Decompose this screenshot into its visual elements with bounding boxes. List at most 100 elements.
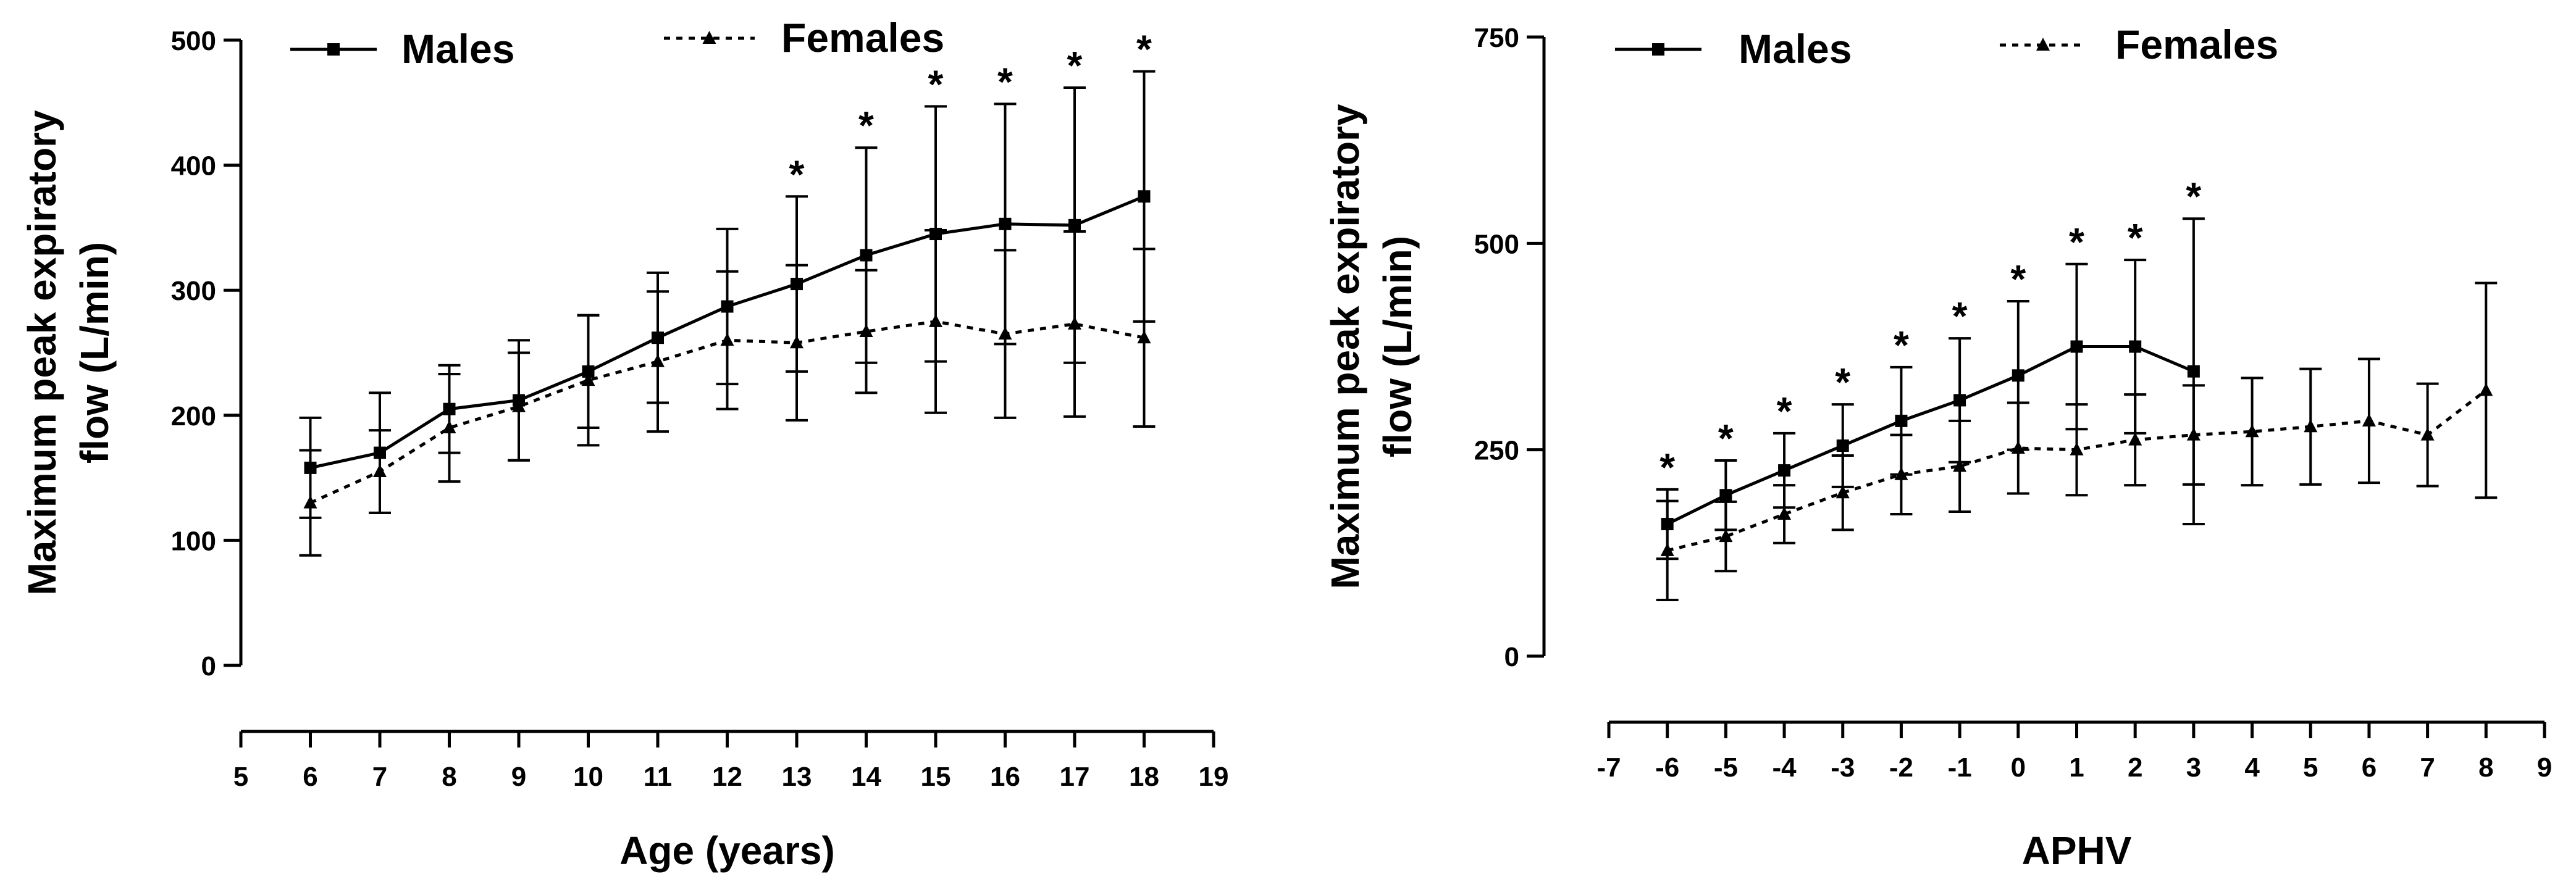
x-tick-label: 6 xyxy=(2362,752,2377,783)
significance-star: * xyxy=(1659,445,1675,489)
x-tick-label: 15 xyxy=(921,762,951,792)
x-tick-label: ‑1 xyxy=(1948,752,1972,783)
y-tick-label: 400 xyxy=(171,151,216,181)
x-tick-label: ‑3 xyxy=(1831,752,1855,783)
y-tick-label: 300 xyxy=(171,276,216,306)
legend: Males Females xyxy=(1615,22,2278,72)
significance-star: * xyxy=(1894,323,1909,367)
significance-star: * xyxy=(789,152,805,196)
x-tick-label: 8 xyxy=(2478,752,2493,783)
data-point-males xyxy=(2070,340,2083,353)
x-tick-label: ‑2 xyxy=(1889,752,1913,783)
y-axis-title-line1: Maximum peak expiratory xyxy=(20,110,64,596)
legend-marker-females xyxy=(2036,38,2050,51)
data-point-males xyxy=(2012,369,2024,382)
y-axis-title-line2: flow (L/min) xyxy=(72,242,117,464)
legend-label-females: Females xyxy=(2115,22,2278,67)
x-tick-label: ‑6 xyxy=(1655,752,1679,783)
data-point-females xyxy=(303,495,317,509)
x-tick-label: 9 xyxy=(511,762,526,792)
data-point-females xyxy=(1660,543,1674,556)
significance-star: * xyxy=(997,59,1013,104)
data-point-males xyxy=(1778,464,1791,477)
y-axis-title-line2: flow (L/min) xyxy=(1375,236,1420,457)
data-point-females xyxy=(1068,316,1081,330)
series-males xyxy=(1656,217,2205,560)
x-tick-label: 5 xyxy=(2303,752,2318,783)
data-point-females xyxy=(651,354,665,367)
data-point-females xyxy=(1894,467,1908,480)
significance-star: * xyxy=(2010,257,2026,301)
data-point-females xyxy=(929,314,942,327)
data-point-females xyxy=(998,327,1012,340)
data-point-females xyxy=(1777,506,1792,520)
data-point-females xyxy=(790,335,803,349)
x-tick-label: 7 xyxy=(2420,752,2435,783)
data-point-females xyxy=(512,399,526,412)
significance-star: * xyxy=(1952,294,1968,338)
significance-star: * xyxy=(1777,389,1792,433)
significance-star: * xyxy=(1136,27,1152,72)
x-tick-label: 13 xyxy=(782,762,812,792)
data-point-females xyxy=(1953,459,1967,472)
x-tick-label: 0 xyxy=(2011,752,2026,783)
data-point-females xyxy=(2362,413,2376,427)
significance-star: * xyxy=(858,103,874,148)
data-point-females xyxy=(2479,383,2493,396)
legend-label-males: Males xyxy=(401,26,514,72)
significance-star: * xyxy=(1067,43,1083,88)
data-point-females xyxy=(373,464,387,477)
x-tick-label: 11 xyxy=(644,762,673,792)
data-point-males xyxy=(2187,365,2200,378)
significance-star: * xyxy=(2186,174,2201,219)
significance-star: * xyxy=(2069,220,2084,264)
significance-star: * xyxy=(1835,360,1850,404)
data-point-males xyxy=(2129,340,2142,353)
data-point-females xyxy=(1836,485,1850,499)
y-tick-label: 200 xyxy=(171,401,216,431)
age-chart: 0 100 200 300 400 500 5 6 7 8 9 10 11 12 13 14 15 16 17 18 1… xyxy=(20,15,1228,873)
series-females xyxy=(299,228,1156,557)
legend-marker-females xyxy=(702,31,716,44)
data-point-males xyxy=(1068,219,1081,231)
data-point-females xyxy=(2245,424,2259,438)
legend-marker-males xyxy=(1652,43,1664,56)
data-point-females xyxy=(581,373,595,386)
data-point-males xyxy=(1895,414,1908,427)
x-tick-label: 17 xyxy=(1060,762,1090,792)
x-tick-label: 18 xyxy=(1129,762,1159,792)
data-point-females xyxy=(1719,529,1733,543)
y-tick-label: 100 xyxy=(171,526,216,556)
data-point-females xyxy=(2070,442,2084,456)
legend-label-males: Males xyxy=(1739,26,1852,72)
x-tick-label: 19 xyxy=(1199,762,1229,792)
x-tick-label: 7 xyxy=(372,762,387,792)
significance-star: * xyxy=(1718,416,1734,460)
series-line-males xyxy=(1666,345,2194,526)
x-tick-label: 1 xyxy=(2069,752,2084,783)
data-point-females xyxy=(720,333,734,346)
data-point-females xyxy=(442,420,456,434)
data-point-males xyxy=(1719,489,1732,502)
y-tick-label: 500 xyxy=(171,26,216,56)
data-point-females xyxy=(2420,427,2435,441)
legend: Males Females xyxy=(290,15,944,72)
x-tick-label: 4 xyxy=(2244,752,2260,783)
x-tick-label: ‑4 xyxy=(1773,752,1797,783)
x-tick-label: ‑7 xyxy=(1596,752,1621,783)
y-axis-title-line1: Maximum peak expiratory xyxy=(1323,104,1367,589)
x-tick-label: 2 xyxy=(2128,752,2142,783)
x-tick-label: 14 xyxy=(851,762,881,792)
y-tick-label: 0 xyxy=(1504,642,1519,672)
significance-star: * xyxy=(928,62,944,106)
x-tick-label: 3 xyxy=(2186,752,2201,783)
x-tick-label: 10 xyxy=(573,762,603,792)
legend-label-females: Females xyxy=(781,15,944,60)
x-tick-label: 16 xyxy=(990,762,1020,792)
data-point-males xyxy=(860,249,873,262)
data-point-males xyxy=(1138,190,1151,203)
data-point-males xyxy=(1836,439,1849,452)
x-tick-label: ‑5 xyxy=(1714,752,1738,783)
x-axis-title: Age (years) xyxy=(619,828,835,873)
